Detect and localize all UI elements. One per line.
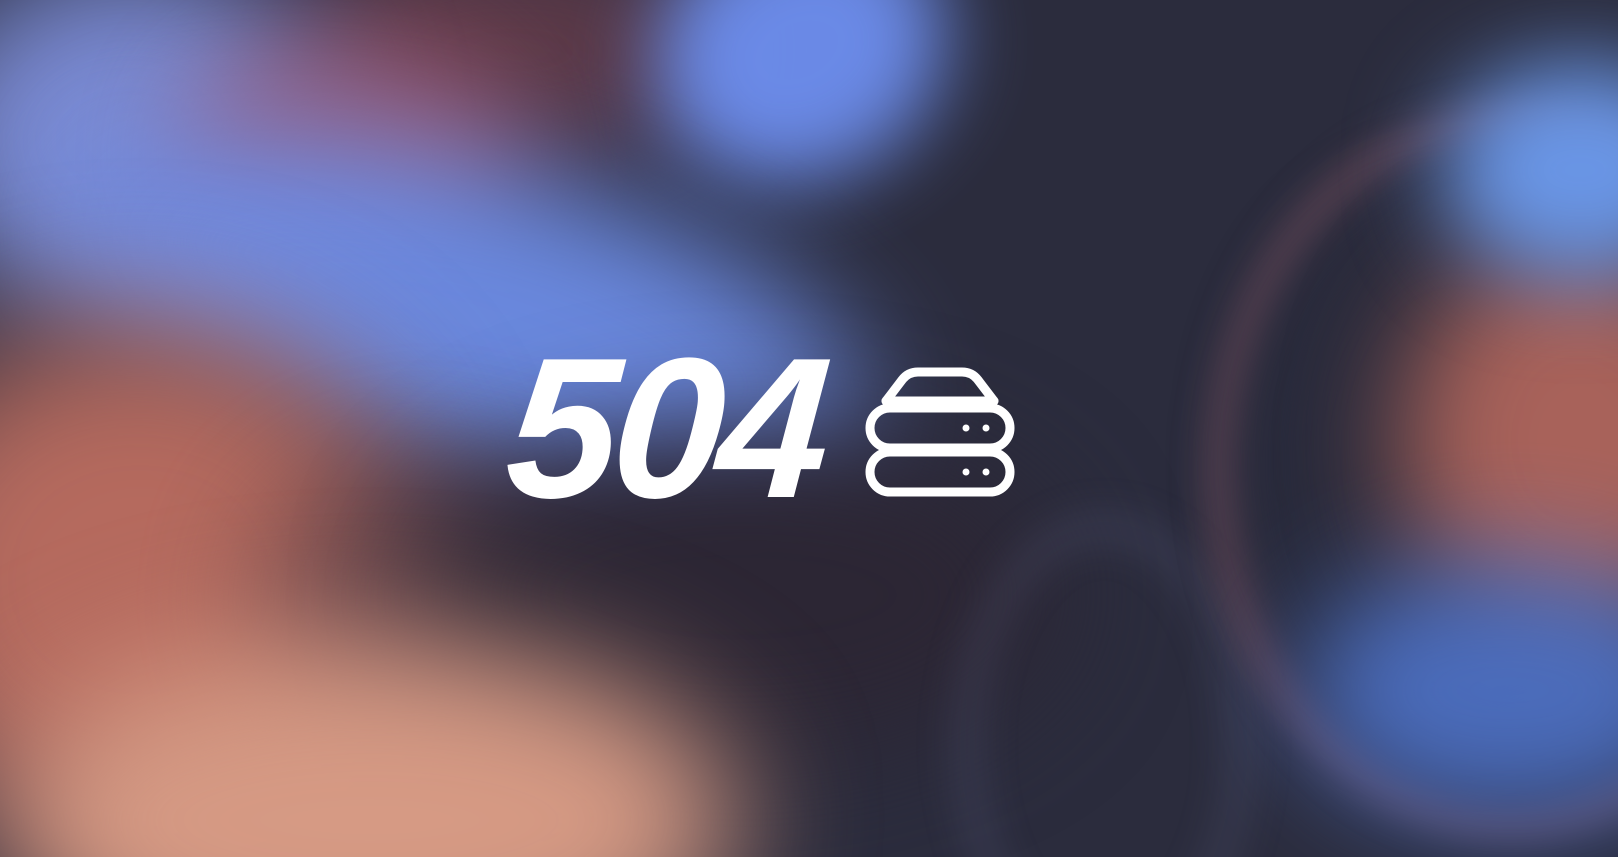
error-code: 504 xyxy=(500,317,832,540)
error-message: 504 xyxy=(500,317,1108,540)
background-blob xyxy=(1300,560,1618,820)
background-blob xyxy=(609,0,991,232)
server-icon xyxy=(865,367,1015,497)
